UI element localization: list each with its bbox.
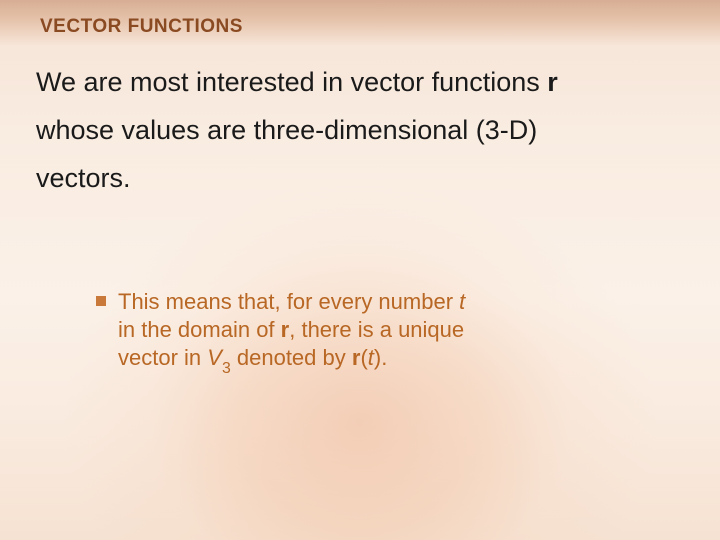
- bl3-V: V: [207, 345, 222, 370]
- slide-title: VECTOR FUNCTIONS: [40, 16, 243, 38]
- square-bullet-icon: [96, 296, 106, 306]
- main-line-1a: We are most interested in vector functio…: [36, 67, 547, 97]
- bl3-d: ).: [374, 345, 387, 370]
- bullet-block: This means that, for every number t in t…: [96, 288, 610, 380]
- bullet-line-1: This means that, for every number t: [118, 288, 610, 316]
- bl3-c: (: [360, 345, 367, 370]
- bl2-a: in the domain of: [118, 317, 281, 342]
- bl1-t: t: [459, 289, 465, 314]
- bullet-item: This means that, for every number t in t…: [96, 288, 610, 380]
- bl2-r: r: [281, 317, 290, 342]
- bl1-a: This means that, for every number: [118, 289, 459, 314]
- main-line-3: vectors.: [36, 154, 684, 202]
- main-line-2: whose values are three-dimensional (3-D): [36, 106, 684, 154]
- bl3-a: vector in: [118, 345, 207, 370]
- bl3-sub: 3: [222, 360, 231, 377]
- bullet-line-3: vector in V3 denoted by r(t).: [118, 344, 610, 380]
- main-line-1: We are most interested in vector functio…: [36, 58, 684, 106]
- main-line-1-r: r: [547, 67, 558, 97]
- bl2-b: , there is a unique: [289, 317, 464, 342]
- bullet-line-2: in the domain of r, there is a unique: [118, 316, 610, 344]
- bl3-b: denoted by: [231, 345, 352, 370]
- bullet-text: This means that, for every number t in t…: [118, 288, 610, 380]
- main-paragraph: We are most interested in vector functio…: [36, 58, 684, 202]
